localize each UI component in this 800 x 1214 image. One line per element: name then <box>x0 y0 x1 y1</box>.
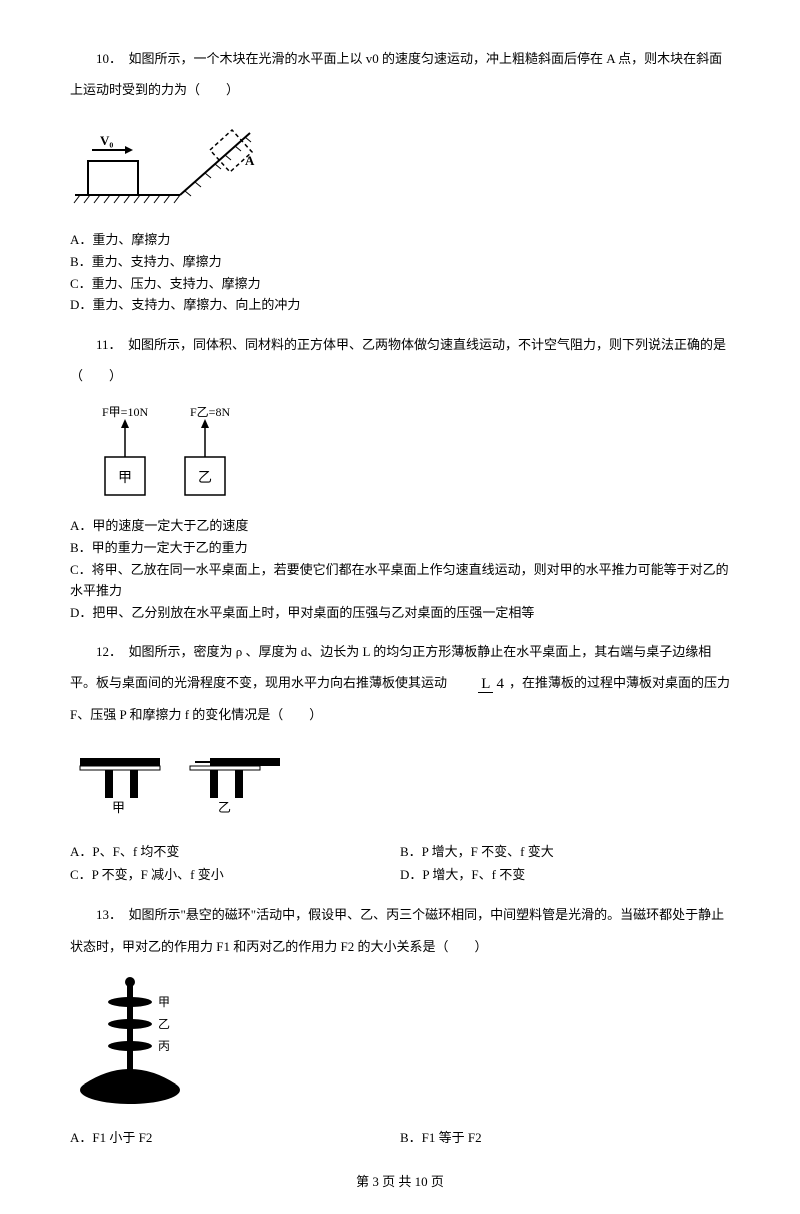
svg-text:乙: 乙 <box>198 470 212 486</box>
page: 10． 如图所示，一个木块在光滑的水平面上以 v0 的速度匀速运动，冲上粗糙斜面… <box>0 0 800 1214</box>
q10-a-label: A <box>245 153 255 168</box>
q12-option-d: D．P 增大，F、f 不变 <box>400 863 730 886</box>
q11-options: A．甲的速度一定大于乙的速度 B．甲的重力一定大于乙的重力 C．将甲、乙放在同一… <box>70 516 730 623</box>
q11-option-a: A．甲的速度一定大于乙的速度 <box>70 516 730 537</box>
q13-stem: 13． 如图所示"悬空的磁环"活动中，假设甲、乙、丙三个磁环相同，中间塑料管是光… <box>70 899 730 961</box>
q10-option-d: D．重力、支持力、摩擦力、向上的冲力 <box>70 295 730 316</box>
q11-option-d: D．把甲、乙分别放在水平桌面上时，甲对桌面的压强与乙对桌面的压强一定相等 <box>70 603 730 624</box>
page-footer: 第 3 页 共 10 页 <box>70 1170 730 1195</box>
q13-figure: 甲 乙 丙 <box>70 972 730 1121</box>
q10-stem: 10． 如图所示，一个木块在光滑的水平面上以 v0 的速度匀速运动，冲上粗糙斜面… <box>70 43 730 105</box>
q12-number: 12 <box>96 644 109 659</box>
q12-figure: 甲 乙 <box>70 740 730 834</box>
q13-option-b: B．F1 等于 F2 <box>400 1126 730 1149</box>
svg-text:甲: 甲 <box>112 800 125 815</box>
q10-option-a: A．重力、摩擦力 <box>70 230 730 251</box>
question-13: 13． 如图所示"悬空的磁环"活动中，假设甲、乙、丙三个磁环相同，中间塑料管是光… <box>70 899 730 1149</box>
q12-option-b: B．P 增大，F 不变、f 变大 <box>400 840 730 863</box>
question-12: 12． 如图所示，密度为 ρ 、厚度为 d、边长为 L 的均匀正方形薄板静止在水… <box>70 636 730 886</box>
svg-text:F乙=8N: F乙=8N <box>190 405 230 419</box>
q11-option-c: C．将甲、乙放在同一水平桌面上，若要使它们都在水平桌面上作匀速直线运动，则对甲的… <box>70 560 730 602</box>
q12-frac-den: 4 <box>493 676 507 692</box>
question-11: 11． 如图所示，同体积、同材料的正方体甲、乙两物体做匀速直线运动，不计空气阻力… <box>70 329 730 623</box>
question-10: 10． 如图所示，一个木块在光滑的水平面上以 v0 的速度匀速运动，冲上粗糙斜面… <box>70 43 730 316</box>
q13-text: ． 如图所示"悬空的磁环"活动中，假设甲、乙、丙三个磁环相同，中间塑料管是光滑的… <box>70 907 724 953</box>
q10-v-label: V₀ <box>100 133 113 148</box>
q12-fraction: L4 <box>452 677 507 693</box>
q12-frac-num: L <box>478 676 493 693</box>
svg-text:F甲=10N: F甲=10N <box>102 405 148 419</box>
q10-figure: V₀ A <box>70 115 730 224</box>
q10-number: 10 <box>96 51 109 66</box>
q12-options: A．P、F、f 均不变 C．P 不变，F 减小、f 变小 B．P 增大，F 不变… <box>70 840 730 887</box>
q11-number: 11 <box>96 337 109 352</box>
svg-text:丙: 丙 <box>158 1039 170 1053</box>
q13-number: 13 <box>96 907 109 922</box>
q11-stem: 11． 如图所示，同体积、同材料的正方体甲、乙两物体做匀速直线运动，不计空气阻力… <box>70 329 730 391</box>
q10-option-c: C．重力、压力、支持力、摩擦力 <box>70 274 730 295</box>
svg-text:乙: 乙 <box>158 1017 170 1031</box>
q10-text: ． 如图所示，一个木块在光滑的水平面上以 v0 的速度匀速运动，冲上粗糙斜面后停… <box>70 51 722 97</box>
q13-option-a: A．F1 小于 F2 <box>70 1126 400 1149</box>
q10-option-b: B．重力、支持力、摩擦力 <box>70 252 730 273</box>
svg-text:乙: 乙 <box>218 800 231 815</box>
q11-text: ． 如图所示，同体积、同材料的正方体甲、乙两物体做匀速直线运动，不计空气阻力，则… <box>70 337 726 383</box>
q11-option-b: B．甲的重力一定大于乙的重力 <box>70 538 730 559</box>
svg-text:甲: 甲 <box>118 471 132 486</box>
q13-options: A．F1 小于 F2 B．F1 等于 F2 <box>70 1126 730 1149</box>
q10-options: A．重力、摩擦力 B．重力、支持力、摩擦力 C．重力、压力、支持力、摩擦力 D．… <box>70 230 730 316</box>
svg-text:甲: 甲 <box>158 995 170 1009</box>
q12-stem: 12． 如图所示，密度为 ρ 、厚度为 d、边长为 L 的均匀正方形薄板静止在水… <box>70 636 730 730</box>
q12-option-a: A．P、F、f 均不变 <box>70 840 400 863</box>
q12-option-c: C．P 不变，F 减小、f 变小 <box>70 863 400 886</box>
q11-figure: F甲=10N F乙=8N 甲 乙 <box>70 402 730 511</box>
